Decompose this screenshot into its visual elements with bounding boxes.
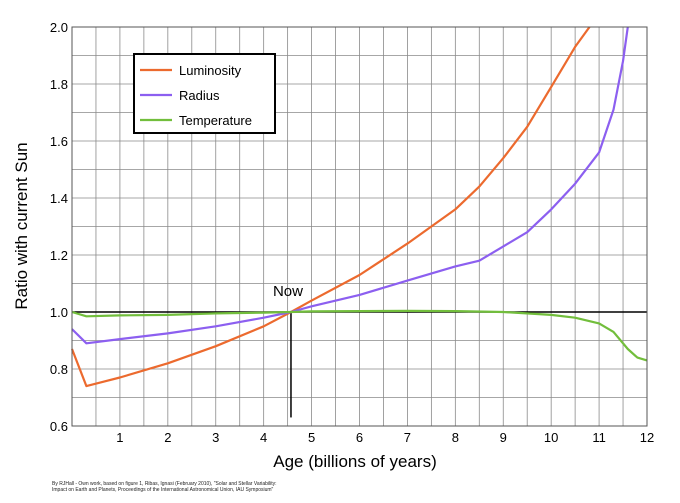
x-tick-label: 5 [308,430,315,445]
series-group [70,26,648,388]
legend: Luminosity Radius Temperature [133,53,276,134]
credit-line-1: By RJHall - Own work, based on figure 1,… [52,481,277,487]
x-tick-label: 12 [640,430,654,445]
x-tick-label: 1 [116,430,123,445]
legend-label-radius: Radius [179,88,220,103]
series-line-temperature [71,309,648,362]
credit-line-2: Impact on Earth and Planets, Proceedings… [52,487,274,493]
x-tick-label: 7 [404,430,411,445]
y-tick-label: 1.4 [50,191,68,206]
x-tick-label: 9 [500,430,507,445]
legend-label-temperature: Temperature [179,113,252,128]
y-tick-label: 1.8 [50,77,68,92]
y-tick-label: 1.6 [50,134,68,149]
x-axis-title: Age (billions of years) [273,452,436,471]
plot-frame [71,26,648,427]
x-tick-label: 8 [452,430,459,445]
y-tick-label: 2.0 [50,20,68,35]
y-tick-label: 1.2 [50,248,68,263]
legend-label-luminosity: Luminosity [179,63,242,78]
now-annotation: Now [273,283,303,300]
y-tick-label: 1.0 [50,305,68,320]
x-tick-label: 4 [260,430,267,445]
x-tick-label: 11 [592,430,606,445]
y-tick-labels: 0.6 0.8 1.0 1.2 1.4 1.6 1.8 2.0 [50,20,68,434]
credit-note: By RJHall - Own work, based on figure 1,… [52,481,277,493]
x-tick-label: 3 [212,430,219,445]
series-line-luminosity [70,26,591,388]
y-axis-title: Ratio with current Sun [12,142,31,309]
x-tick-label: 2 [164,430,171,445]
y-tick-label: 0.8 [50,362,68,377]
x-tick-label: 6 [356,430,363,445]
series-line-radius [71,26,629,345]
y-tick-label: 0.6 [50,419,68,434]
x-tick-label: 10 [544,430,558,445]
x-tick-labels: 1 2 3 4 5 6 7 8 9 10 11 12 [116,430,654,445]
